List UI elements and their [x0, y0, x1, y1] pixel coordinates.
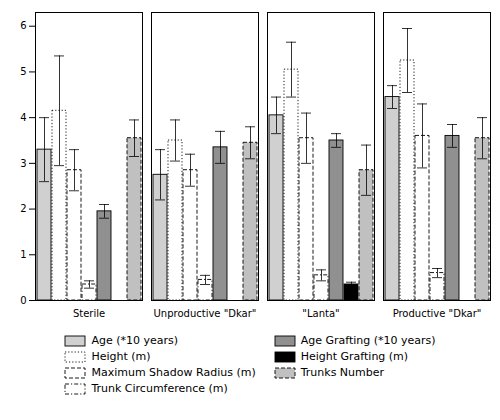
- svg-text:Unproductive "Dkar": Unproductive "Dkar": [154, 308, 257, 319]
- svg-text:2: 2: [20, 203, 26, 214]
- html-text:Age Grafting (*10 years): Age Grafting (*10 years): [300, 334, 436, 347]
- html-text:Trunks Number: Trunks Number: [300, 366, 384, 379]
- svg-text:Productive "Dkar": Productive "Dkar": [393, 308, 482, 319]
- svg-text:0: 0: [20, 295, 26, 306]
- svg-text:Sterile: Sterile: [73, 308, 105, 319]
- svg-text:1: 1: [20, 249, 26, 260]
- svg-text:6: 6: [20, 20, 26, 31]
- html-text:Trunk Circumference (m): Trunk Circumference (m): [91, 382, 228, 395]
- svg-text:3: 3: [20, 158, 26, 169]
- svg-text:"Lanta": "Lanta": [302, 308, 339, 319]
- html-text:Age (*10 years): Age (*10 years): [91, 334, 178, 347]
- html-text:Height (m): Height (m): [91, 350, 151, 363]
- html-text:Maximum Shadow Radius (m): Maximum Shadow Radius (m): [91, 366, 256, 379]
- svg-text:4: 4: [20, 112, 26, 123]
- html-text:Height Grafting (m): Height Grafting (m): [300, 350, 409, 363]
- svg-text:5: 5: [20, 66, 26, 77]
